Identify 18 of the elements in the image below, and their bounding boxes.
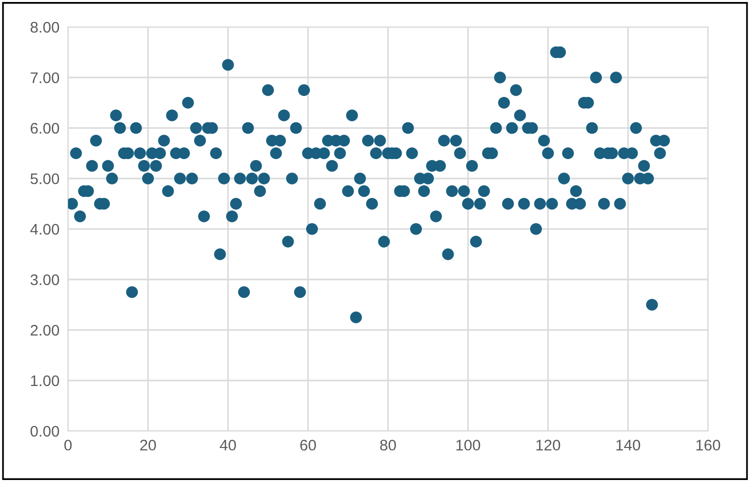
y-tick-label: 3.00 — [30, 274, 60, 286]
x-tick-label: 0 — [64, 440, 72, 451]
x-tick-label: 100 — [456, 440, 480, 451]
x-tick-label: 20 — [140, 440, 156, 451]
x-tick-label: 120 — [536, 440, 560, 451]
y-tick-label: 0.00 — [30, 426, 60, 437]
x-tick-label: 40 — [220, 440, 236, 451]
y-tick-label: 8.00 — [30, 22, 60, 33]
y-tick-label: 4.00 — [30, 224, 60, 235]
y-tick-label: 5.00 — [30, 173, 60, 184]
y-tick-label: 7.00 — [30, 72, 60, 84]
x-tick-label: 60 — [300, 440, 316, 451]
x-tick-label: 80 — [380, 440, 396, 451]
y-tick-label: 1.00 — [31, 375, 60, 386]
x-tick-label: 140 — [616, 440, 640, 451]
y-tick-label: 6.00 — [30, 122, 60, 134]
x-tick-label: 160 — [696, 440, 720, 451]
y-tick-label: 2.00 — [30, 324, 60, 336]
